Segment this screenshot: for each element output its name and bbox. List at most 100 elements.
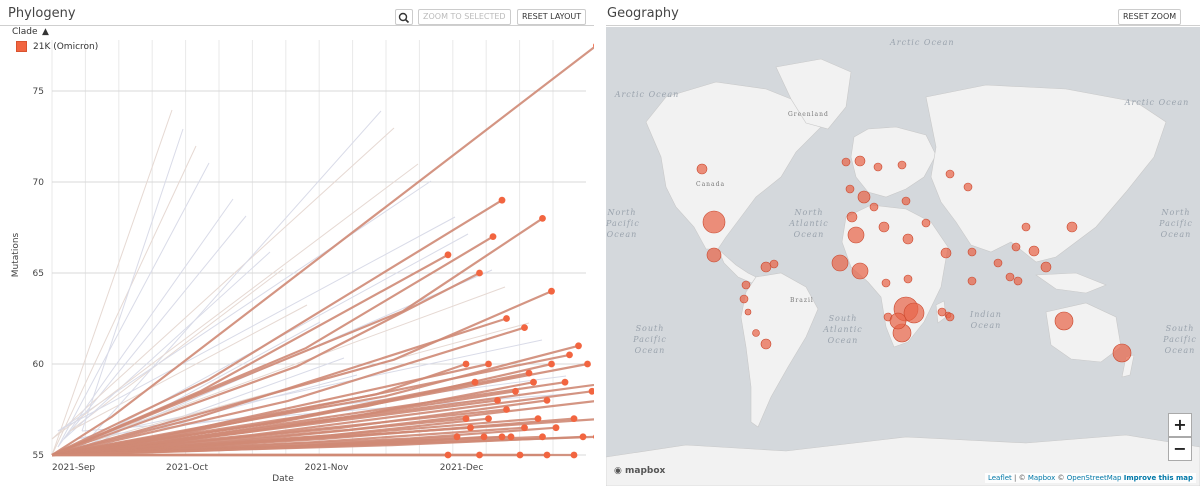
map-circle bbox=[878, 221, 890, 233]
map-circle bbox=[1021, 222, 1031, 232]
map-circle bbox=[841, 157, 851, 167]
chevron-up-icon[interactable]: ▲ bbox=[42, 27, 49, 37]
phylogeny-tree-chart[interactable]: 55 60 65 70 75 2021-Sep 2021-Oct 2021-Nov 2021-D… bbox=[0, 0, 594, 489]
map-circle bbox=[1005, 272, 1015, 282]
y-tick-label: 75 bbox=[33, 87, 44, 97]
landmass-asia bbox=[925, 84, 1167, 263]
map-circle bbox=[744, 308, 752, 316]
tree-tip bbox=[570, 415, 578, 422]
map-circle bbox=[769, 259, 779, 269]
tree-tip bbox=[525, 369, 533, 377]
tree-tip bbox=[507, 433, 515, 441]
attribution-separator-2: © bbox=[1055, 474, 1067, 482]
landmass-new-zealand bbox=[1121, 354, 1135, 378]
tree-branch bbox=[51, 317, 507, 457]
tree-tip bbox=[503, 315, 510, 322]
mapbox-link[interactable]: Mapbox bbox=[1027, 474, 1056, 482]
background-branch bbox=[63, 215, 247, 440]
background-branch bbox=[51, 127, 395, 440]
osm-link[interactable]: OpenStreetMap bbox=[1066, 474, 1122, 482]
label-south-pacific-right: South Pacific Ocean bbox=[1163, 324, 1197, 355]
tree-branch bbox=[51, 326, 525, 457]
tree-tip bbox=[444, 251, 452, 259]
map-circle bbox=[967, 247, 977, 257]
label-brazil: Brazil bbox=[790, 297, 814, 304]
map-canvas[interactable] bbox=[606, 27, 1200, 486]
x-tick-label: 2021-Sep bbox=[52, 463, 95, 473]
tree-tip bbox=[530, 378, 537, 386]
background-branch bbox=[69, 268, 284, 432]
y-tick-label: 70 bbox=[33, 178, 45, 188]
tree-branch bbox=[51, 381, 476, 457]
tree-tip bbox=[521, 324, 528, 331]
label-arctic-ocean-left: Arctic Ocean bbox=[614, 90, 680, 99]
zoom-in-button[interactable]: + bbox=[1168, 413, 1192, 437]
map-circle bbox=[1011, 242, 1021, 252]
map-circle bbox=[945, 169, 955, 179]
tree-tip bbox=[548, 360, 555, 368]
reset-layout-button[interactable]: RESET LAYOUT bbox=[517, 9, 587, 25]
background-branch bbox=[51, 145, 197, 456]
tree-tip bbox=[516, 451, 524, 459]
tree-branch bbox=[51, 272, 481, 457]
legend-swatch-omicron[interactable] bbox=[16, 41, 27, 52]
landmass-north-america bbox=[645, 81, 822, 250]
legend-label-omicron[interactable]: 21K (Omicron) bbox=[33, 42, 99, 52]
zoom-out-button[interactable]: − bbox=[1168, 437, 1192, 461]
tree-tip bbox=[588, 387, 594, 395]
landmass-greenland bbox=[775, 58, 852, 130]
tree-tip bbox=[444, 451, 452, 459]
tree-tip bbox=[561, 378, 569, 386]
label-north-pacific-left: North Pacific Ocean bbox=[606, 208, 640, 239]
background-branch bbox=[63, 251, 271, 440]
map-circle bbox=[846, 211, 858, 223]
map-circle bbox=[1054, 311, 1074, 331]
map-circle bbox=[993, 258, 1003, 268]
map-circle bbox=[897, 160, 907, 170]
leaflet-link[interactable]: Leaflet bbox=[987, 474, 1012, 482]
map-circle bbox=[760, 261, 772, 273]
tree-branch bbox=[51, 390, 516, 457]
label-indian-ocean: Indian Ocean bbox=[970, 310, 1002, 330]
map-circle bbox=[940, 247, 952, 259]
map-circle bbox=[752, 329, 760, 337]
tree-tip bbox=[462, 415, 470, 422]
improve-map-link[interactable]: Improve this map bbox=[1123, 474, 1193, 482]
map-circle bbox=[903, 274, 913, 284]
tree-branch bbox=[51, 435, 584, 457]
mapbox-logo[interactable]: ◉ mapbox bbox=[614, 466, 665, 476]
tree-tip bbox=[534, 415, 542, 422]
tree-tip bbox=[543, 397, 551, 404]
map-circle bbox=[902, 233, 914, 245]
legend-title[interactable]: Clade bbox=[12, 27, 38, 37]
label-south-pacific-left: South Pacific Ocean bbox=[633, 324, 667, 355]
tree-tip bbox=[503, 406, 510, 413]
map-circle bbox=[873, 162, 883, 172]
tree-tip bbox=[498, 433, 506, 441]
tree-tip bbox=[480, 433, 488, 441]
tree-tip bbox=[485, 360, 492, 368]
map-circle bbox=[1112, 343, 1132, 363]
tree-tip bbox=[485, 415, 492, 422]
map-circle bbox=[937, 307, 947, 317]
map-circle bbox=[739, 294, 749, 304]
tree-tip bbox=[539, 215, 546, 222]
tree-tip bbox=[575, 342, 582, 350]
background-branch bbox=[75, 339, 543, 440]
world-map[interactable]: Arctic Ocean Arctic Ocean Arctic Ocean N… bbox=[606, 27, 1200, 486]
phylogeny-panel: Phylogeny ZOOM TO SELECTED RESET LAYOUT … bbox=[0, 0, 594, 489]
label-arctic-ocean-top: Arctic Ocean bbox=[890, 38, 955, 47]
map-circle bbox=[706, 247, 722, 263]
reset-zoom-button[interactable]: RESET ZOOM bbox=[1118, 9, 1182, 25]
tree-tip bbox=[570, 451, 578, 459]
tree-tip bbox=[471, 378, 479, 386]
map-circle bbox=[845, 184, 855, 194]
tree-tip bbox=[543, 451, 551, 459]
tree-tip bbox=[566, 351, 573, 359]
magnify-button[interactable] bbox=[395, 9, 413, 25]
tree-tip bbox=[539, 433, 546, 441]
x-tick-label: 2021-Dec bbox=[440, 463, 484, 473]
zoom-to-selected-button[interactable]: ZOOM TO SELECTED bbox=[418, 9, 511, 25]
background-branch bbox=[69, 304, 308, 432]
landmass-indonesia bbox=[1035, 272, 1107, 294]
